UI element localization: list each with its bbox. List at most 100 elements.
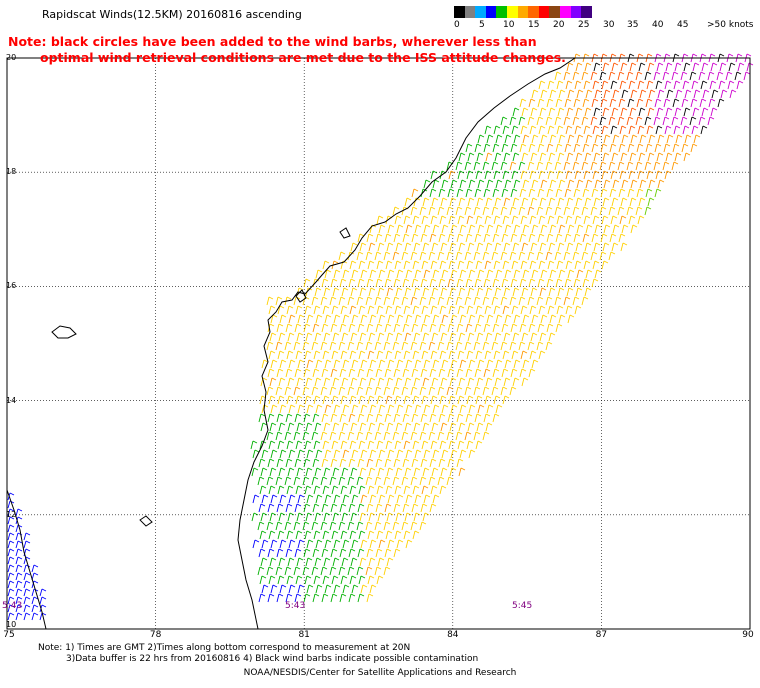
- wind-barb: [394, 260, 402, 270]
- legend-swatch: [570, 6, 582, 18]
- wind-barb: [366, 458, 374, 468]
- wind-barb: [429, 503, 437, 513]
- wind-barb: [486, 269, 494, 279]
- wind-barb: [332, 557, 340, 567]
- wind-barb: [269, 422, 277, 432]
- wind-barb: [368, 512, 376, 522]
- wind-barb: [413, 377, 421, 387]
- wind-barb: [513, 134, 521, 144]
- wind-barb: [599, 161, 607, 171]
- wind-barb: [564, 98, 572, 108]
- wind-barb: [23, 580, 31, 589]
- wind-barb: [546, 278, 554, 288]
- wind-barb: [464, 341, 472, 351]
- wind-barb: [393, 368, 401, 378]
- wind-barb: [575, 242, 583, 252]
- wind-barb: [500, 251, 508, 261]
- wind-barb: [636, 188, 644, 198]
- wind-barb: [438, 368, 446, 378]
- wind-barb: [680, 116, 688, 126]
- wind-barb: [15, 572, 23, 581]
- wind-barb: [15, 604, 23, 613]
- wind-barb: [324, 404, 332, 414]
- wind-barb: [528, 323, 536, 333]
- wind-barb: [518, 251, 526, 261]
- wind-barb: [582, 98, 590, 108]
- wind-barb: [549, 179, 557, 189]
- wind-barb: [432, 494, 440, 504]
- wind-barb: [401, 431, 409, 441]
- wind-barb: [378, 494, 386, 504]
- wind-barb: [450, 359, 458, 369]
- wind-barb: [639, 89, 647, 99]
- wind-barb: [510, 278, 518, 288]
- wind-barb: [404, 467, 412, 477]
- wind-barb: [296, 557, 304, 567]
- wind-barb: [638, 107, 646, 117]
- wind-barb: [492, 143, 500, 153]
- wind-barb: [429, 233, 437, 243]
- wind-barb: [395, 467, 403, 477]
- wind-barb: [330, 458, 338, 468]
- wind-barb: [312, 548, 320, 558]
- wind-barb: [250, 440, 258, 450]
- wind-barb: [608, 251, 616, 261]
- wind-barb: [297, 359, 305, 369]
- wind-barb: [304, 485, 312, 495]
- wind-barb: [556, 215, 564, 225]
- wind-barb: [639, 179, 647, 189]
- wind-barb: [385, 395, 393, 405]
- wind-barb: [447, 233, 455, 243]
- wind-barb: [403, 260, 411, 270]
- wind-barb: [456, 323, 464, 333]
- wind-barb: [413, 242, 421, 252]
- wind-barb: [599, 116, 607, 126]
- wind-barb: [565, 170, 573, 180]
- wind-barb: [590, 71, 598, 81]
- wind-barb: [573, 143, 581, 153]
- wind-barb: [653, 161, 661, 171]
- wind-barb: [429, 368, 437, 378]
- wind-barb: [584, 242, 592, 252]
- wind-barb: [548, 287, 556, 297]
- wind-barb: [297, 539, 305, 549]
- wind-barb: [324, 314, 332, 324]
- wind-barb: [681, 143, 689, 153]
- west-coast: [6, 489, 47, 630]
- wind-barb: [626, 161, 634, 171]
- wind-barb: [465, 413, 473, 423]
- wind-barb: [350, 467, 358, 477]
- wind-barb: [419, 386, 427, 396]
- wind-barb: [358, 485, 366, 495]
- wind-barb: [475, 170, 483, 180]
- wind-barb: [519, 233, 527, 243]
- wind-barb: [392, 386, 400, 396]
- wind-barb: [565, 125, 573, 135]
- wind-barb: [504, 179, 512, 189]
- wind-barb: [411, 368, 419, 378]
- wind-barb: [485, 287, 493, 297]
- wind-barb: [527, 161, 535, 171]
- wind-barb: [366, 593, 374, 603]
- wind-barb: [23, 540, 31, 549]
- wind-barb: [278, 467, 286, 477]
- wind-barb: [401, 476, 409, 486]
- wind-barb: [412, 485, 420, 495]
- wind-barb: [405, 224, 413, 234]
- wind-barb: [31, 580, 39, 589]
- wind-barb: [357, 548, 365, 558]
- wind-barb: [342, 449, 350, 459]
- wind-barb: [268, 440, 276, 450]
- wind-barb: [330, 503, 338, 513]
- wind-barb: [333, 494, 341, 504]
- wind-barb: [440, 467, 448, 477]
- wind-barb: [367, 350, 375, 360]
- wind-barb: [575, 62, 583, 72]
- wind-barb: [513, 224, 521, 234]
- wind-barb: [518, 296, 526, 306]
- wind-barb: [375, 323, 383, 333]
- wind-barb: [311, 341, 319, 351]
- wind-barb: [367, 530, 375, 540]
- wind-barb: [456, 458, 464, 468]
- wind-barb: [619, 215, 627, 225]
